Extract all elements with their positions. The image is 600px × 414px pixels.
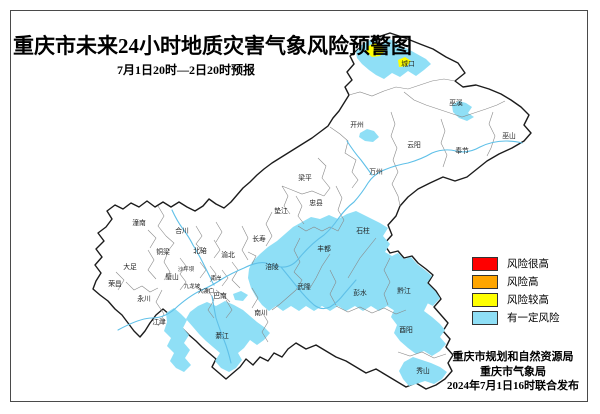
legend-item-some: 有一定风险 bbox=[472, 310, 560, 325]
district-label: 巫溪 bbox=[449, 98, 463, 107]
district-label: 梁平 bbox=[298, 173, 312, 182]
region-risk-some-banan-patch bbox=[233, 291, 248, 301]
district-label: 永川 bbox=[137, 294, 151, 303]
district-label: 万州 bbox=[369, 168, 383, 176]
district-label: 忠县 bbox=[309, 199, 323, 207]
yangtze-river bbox=[117, 140, 523, 331]
district-label: 垫江 bbox=[274, 206, 288, 215]
legend-label-higher: 风险较高 bbox=[507, 295, 549, 306]
district-label: 璧山 bbox=[165, 272, 179, 281]
district-label: 江津 bbox=[152, 318, 166, 326]
district-label: 九龙坡 bbox=[184, 282, 201, 290]
risk-legend: 风险很高 风险高 风险较高 有一定风险 bbox=[472, 256, 560, 329]
legend-swatch-very-high bbox=[472, 256, 498, 271]
xiaojiang-river bbox=[346, 140, 373, 176]
district-label: 云阳 bbox=[407, 140, 421, 149]
district-label: 潼南 bbox=[132, 218, 146, 227]
wujiang-river bbox=[280, 266, 357, 310]
region-risk-some-jiangjin bbox=[164, 308, 191, 372]
district-label: 合川 bbox=[175, 226, 189, 235]
district-label: 酉阳 bbox=[399, 325, 413, 334]
district-label: 长寿 bbox=[252, 234, 266, 243]
credit-line-3: 2024年7月1日16时联合发布 bbox=[447, 380, 579, 392]
district-label: 彭水 bbox=[353, 288, 367, 297]
region-risk-higher-chengkou-2 bbox=[398, 57, 411, 67]
publisher-credits: 重庆市规划和自然资源局 重庆市气象局 2024年7月1日16时联合发布 bbox=[433, 350, 593, 394]
district-label: 奉节 bbox=[455, 146, 469, 155]
legend-swatch-high bbox=[472, 274, 498, 289]
district-label: 秀山 bbox=[416, 366, 430, 375]
district-label: 北碚 bbox=[193, 246, 207, 255]
legend-item-very-high: 风险很高 bbox=[472, 256, 560, 271]
district-label: 城口 bbox=[401, 60, 415, 68]
municipal-boundary bbox=[92, 32, 532, 390]
region-risk-some-wuxi bbox=[452, 101, 474, 121]
map-frame bbox=[10, 10, 588, 402]
district-label: 南川 bbox=[254, 308, 268, 317]
district-label: 荣昌 bbox=[108, 279, 122, 288]
district-label: 涪陵 bbox=[265, 262, 279, 271]
district-label: 巫山 bbox=[502, 131, 516, 140]
legend-swatch-higher bbox=[472, 292, 498, 307]
district-label: 武隆 bbox=[297, 282, 311, 291]
district-label: 开州 bbox=[350, 121, 364, 129]
jialing-river bbox=[171, 209, 215, 286]
district-label: 巴南 bbox=[213, 291, 227, 300]
region-risk-some-kaizhou bbox=[359, 129, 379, 142]
district-label: 石柱 bbox=[356, 226, 370, 235]
legend-label-high: 风险高 bbox=[507, 277, 539, 288]
map-title: 重庆市未来24小时地质灾害气象风险预警图 bbox=[13, 34, 412, 58]
district-label: 大渡口 bbox=[198, 287, 214, 295]
district-label: 黔江 bbox=[397, 286, 411, 295]
district-label: 大足 bbox=[123, 262, 137, 271]
district-label: 铜梁 bbox=[156, 247, 170, 256]
region-risk-some-youyang bbox=[391, 298, 446, 356]
credit-line-2: 重庆市气象局 bbox=[480, 365, 546, 378]
legend-item-higher: 风险较高 bbox=[472, 292, 560, 307]
district-label: 沙坪坝 bbox=[178, 265, 195, 273]
district-label: 丰都 bbox=[317, 244, 331, 253]
rivers bbox=[117, 140, 523, 364]
region-risk-higher-chengkou-1 bbox=[366, 43, 385, 57]
forecast-period: 7月1日20时—2日20时预报 bbox=[116, 63, 255, 77]
district-label: 綦江 bbox=[215, 331, 229, 340]
district-label: 渝北 bbox=[221, 250, 235, 259]
legend-item-high: 风险高 bbox=[472, 274, 560, 289]
district-label: 南岸 bbox=[211, 274, 222, 282]
qijiang-river bbox=[211, 295, 232, 364]
credit-line-1: 重庆市规划和自然资源局 bbox=[452, 351, 574, 363]
legend-label-very-high: 风险很高 bbox=[507, 259, 549, 270]
region-risk-some-xiushan bbox=[399, 357, 447, 386]
legend-swatch-some bbox=[472, 310, 498, 325]
region-risk-some-qijiang bbox=[186, 301, 270, 372]
legend-label-some: 有一定风险 bbox=[507, 313, 560, 324]
risk-higher-regions bbox=[366, 43, 411, 67]
